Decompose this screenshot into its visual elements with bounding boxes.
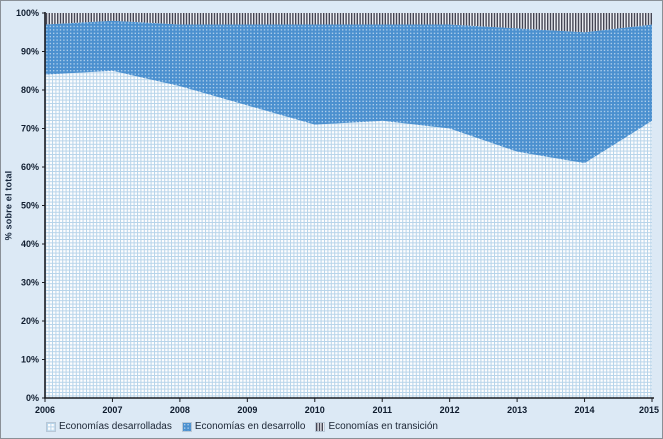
legend-label: Economías en desarrollo	[194, 421, 306, 432]
y-tick-label: 60%	[21, 162, 39, 172]
x-tick-label: 2011	[372, 405, 392, 415]
y-tick-label: 10%	[21, 355, 39, 365]
y-tick-label: 40%	[21, 239, 39, 249]
x-tick-label: 2012	[440, 405, 460, 415]
x-tick-label: 2007	[102, 405, 122, 415]
y-tick-label: 100%	[16, 8, 39, 18]
y-axis-title: % sobre el total	[3, 170, 14, 241]
developing-pattern-swatch-icon	[181, 421, 192, 432]
area-stripes	[45, 13, 652, 33]
y-tick-label: 30%	[21, 278, 39, 288]
legend-item-desarrolladas: Economías desarrolladas	[46, 421, 172, 432]
y-tick-label: 20%	[21, 316, 39, 326]
legend: Economías desarrolladas Economías en des…	[46, 421, 438, 432]
legend-item-transicion: Economías en transición	[315, 421, 438, 432]
y-tick-label: 70%	[21, 124, 39, 134]
x-tick-label: 2009	[237, 405, 257, 415]
x-tick-label: 2010	[305, 405, 325, 415]
legend-label: Economías desarrolladas	[59, 421, 172, 432]
y-tick-label: 50%	[21, 201, 39, 211]
y-tick-label: 90%	[21, 47, 39, 57]
area-dots	[45, 20, 652, 164]
x-tick-label: 2008	[170, 405, 190, 415]
area-grid	[45, 70, 652, 398]
y-tick-label: 0%	[26, 393, 39, 403]
y-tick-label: 80%	[21, 85, 39, 95]
legend-label: Economías en transición	[328, 421, 438, 432]
developed-pattern-swatch-icon	[46, 421, 56, 432]
x-tick-label: 2006	[35, 405, 55, 415]
transition-pattern-swatch-icon	[315, 421, 326, 432]
x-tick-label: 2013	[507, 405, 527, 415]
x-tick-label: 2014	[575, 405, 595, 415]
x-tick-label: 2015	[639, 405, 659, 415]
legend-item-desarrollo: Economías en desarrollo	[181, 421, 306, 432]
